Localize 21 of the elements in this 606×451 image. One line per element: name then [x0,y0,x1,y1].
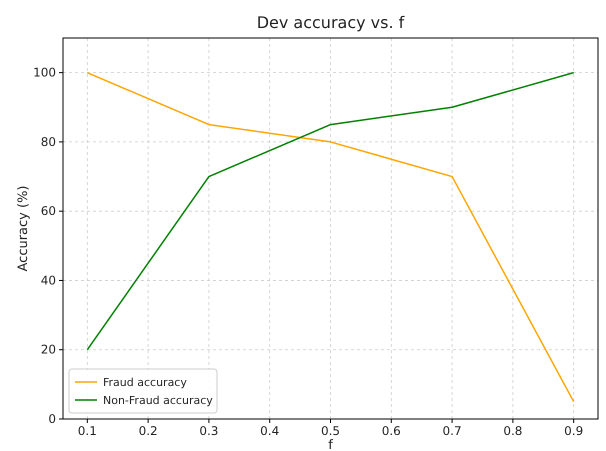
x-tick-label: 0.1 [78,424,97,438]
y-tick-label: 60 [40,204,56,218]
x-tick-label: 0.2 [138,424,158,438]
y-axis-title: Accuracy (%) [16,186,31,272]
x-axis-title: f [328,438,334,451]
y-tick-label: 0 [48,412,56,426]
x-tick-label: 0.7 [442,424,462,438]
x-tick-label: 0.3 [199,424,218,438]
x-tick-label: 0.8 [503,424,522,438]
y-tick-label: 40 [40,273,56,288]
x-tick-label: 0.6 [382,424,401,438]
y-tick-label: 20 [40,342,56,357]
line-series [86,72,574,350]
legend-label: Non-Fraud accuracy [103,394,214,407]
y-tick-label: 80 [40,134,56,149]
x-tick-label: 0.5 [320,424,340,438]
chart-title: Dev accuracy vs. f [256,13,405,32]
x-tick-label: 0.4 [260,424,280,438]
y-tick-label: 100 [33,66,56,80]
legend-label: Fraud accuracy [103,376,188,389]
x-tick-label: 0.9 [564,424,584,438]
